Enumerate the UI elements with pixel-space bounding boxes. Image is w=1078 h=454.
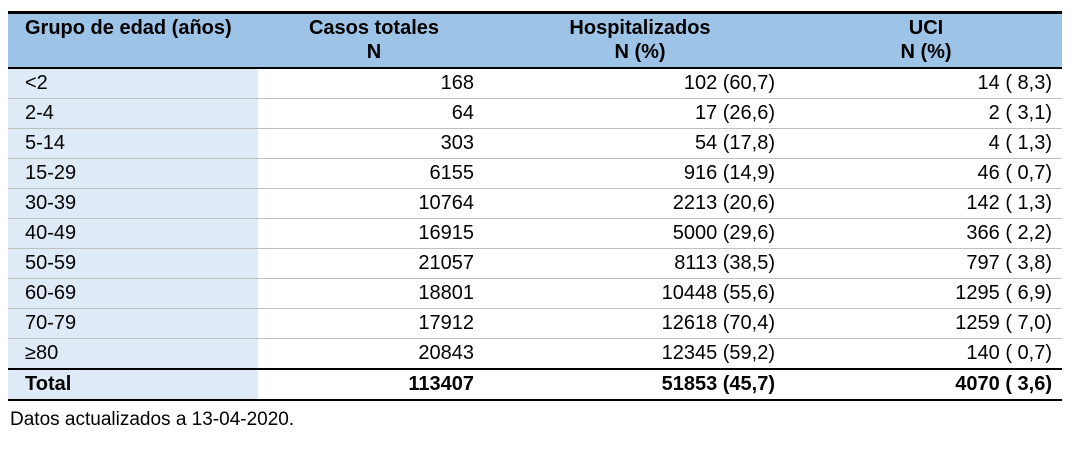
table-row: 15-29 6155 916 (14,9) 46 ( 0,7) [8,158,1062,189]
cell-age-group: 40-49 [8,218,258,249]
cell-age-group: <2 [8,68,258,99]
cell-uci: 140 ( 0,7) [790,338,1062,370]
cell-age-group: 70-79 [8,308,258,339]
cell-casos-totales: 6155 [258,158,490,189]
cell-uci: 4 ( 1,3) [790,128,1062,159]
header-cell-age-group: Grupo de edad (años) [8,11,258,69]
table-row: 30-39 10764 2213 (20,6) 142 ( 1,3) [8,188,1062,219]
cell-hospitalizados: 916 (14,9) [490,158,790,189]
total-row: Total 113407 51853 (45,7) 4070 ( 3,6) [8,368,1062,401]
cell-total-casos: 113407 [258,368,490,401]
cell-total-hospitalizados: 51853 (45,7) [490,368,790,401]
header-label: Casos totales [308,17,440,39]
cell-hospitalizados: 17 (26,6) [490,98,790,129]
cell-uci: 1295 ( 6,9) [790,278,1062,309]
cell-uci: 14 ( 8,3) [790,68,1062,99]
cell-uci: 46 ( 0,7) [790,158,1062,189]
header-cell-hospitalizados: Hospitalizados N (%) [490,11,790,69]
cell-casos-totales: 64 [258,98,490,129]
table-row: 50-59 21057 8113 (38,5) 797 ( 3,8) [8,248,1062,279]
cell-age-group: ≥80 [8,338,258,370]
header-label: Hospitalizados [569,17,711,39]
cell-casos-totales: 10764 [258,188,490,219]
cell-casos-totales: 17912 [258,308,490,339]
header-sublabel [25,40,258,64]
cell-hospitalizados: 102 (60,7) [490,68,790,99]
cell-uci: 142 ( 1,3) [790,188,1062,219]
cell-uci: 366 ( 2,2) [790,218,1062,249]
cell-hospitalizados: 10448 (55,6) [490,278,790,309]
cell-total-uci: 4070 ( 3,6) [790,368,1062,401]
cell-hospitalizados: 8113 (38,5) [490,248,790,279]
header-cell-casos-totales: Casos totales N [258,11,490,69]
cell-age-group: 30-39 [8,188,258,219]
cell-hospitalizados: 2213 (20,6) [490,188,790,219]
age-group-table-container: Grupo de edad (años) Casos totales N Hos… [8,11,1062,431]
cell-casos-totales: 168 [258,68,490,99]
cell-hospitalizados: 12345 (59,2) [490,338,790,370]
cell-hospitalizados: 5000 (29,6) [490,218,790,249]
table-row: 60-69 18801 10448 (55,6) 1295 ( 6,9) [8,278,1062,309]
cell-casos-totales: 21057 [258,248,490,279]
table-body: <2 168 102 (60,7) 14 ( 8,3) 2-4 64 17 (2… [8,68,1062,401]
cell-age-group: 60-69 [8,278,258,309]
cell-uci: 2 ( 3,1) [790,98,1062,129]
table-row: 70-79 17912 12618 (70,4) 1259 ( 7,0) [8,308,1062,339]
age-group-statistics-table: Grupo de edad (años) Casos totales N Hos… [8,11,1062,401]
header-label: Grupo de edad (años) [25,17,232,39]
cell-casos-totales: 16915 [258,218,490,249]
cell-uci: 797 ( 3,8) [790,248,1062,279]
header-sublabel: N [366,41,382,63]
table-row: ≥80 20843 12345 (59,2) 140 ( 0,7) [8,338,1062,370]
header-cell-uci: UCI N (%) [790,11,1062,69]
cell-casos-totales: 20843 [258,338,490,370]
table-row: 2-4 64 17 (26,6) 2 ( 3,1) [8,98,1062,129]
cell-casos-totales: 303 [258,128,490,159]
header-sublabel: N (%) [900,41,952,63]
cell-uci: 1259 ( 7,0) [790,308,1062,339]
cell-age-group: 15-29 [8,158,258,189]
table-header: Grupo de edad (años) Casos totales N Hos… [8,11,1062,69]
cell-casos-totales: 18801 [258,278,490,309]
header-label: UCI [908,17,944,39]
cell-hospitalizados: 54 (17,8) [490,128,790,159]
table-row: 40-49 16915 5000 (29,6) 366 ( 2,2) [8,218,1062,249]
cell-total-label: Total [8,368,258,401]
cell-age-group: 5-14 [8,128,258,159]
header-row: Grupo de edad (años) Casos totales N Hos… [8,11,1062,69]
footnote-updated-date: Datos actualizados a 13-04-2020. [10,409,295,430]
header-sublabel: N (%) [614,41,666,63]
cell-hospitalizados: 12618 (70,4) [490,308,790,339]
table-row: <2 168 102 (60,7) 14 ( 8,3) [8,68,1062,99]
table-row: 5-14 303 54 (17,8) 4 ( 1,3) [8,128,1062,159]
cell-age-group: 50-59 [8,248,258,279]
cell-age-group: 2-4 [8,98,258,129]
